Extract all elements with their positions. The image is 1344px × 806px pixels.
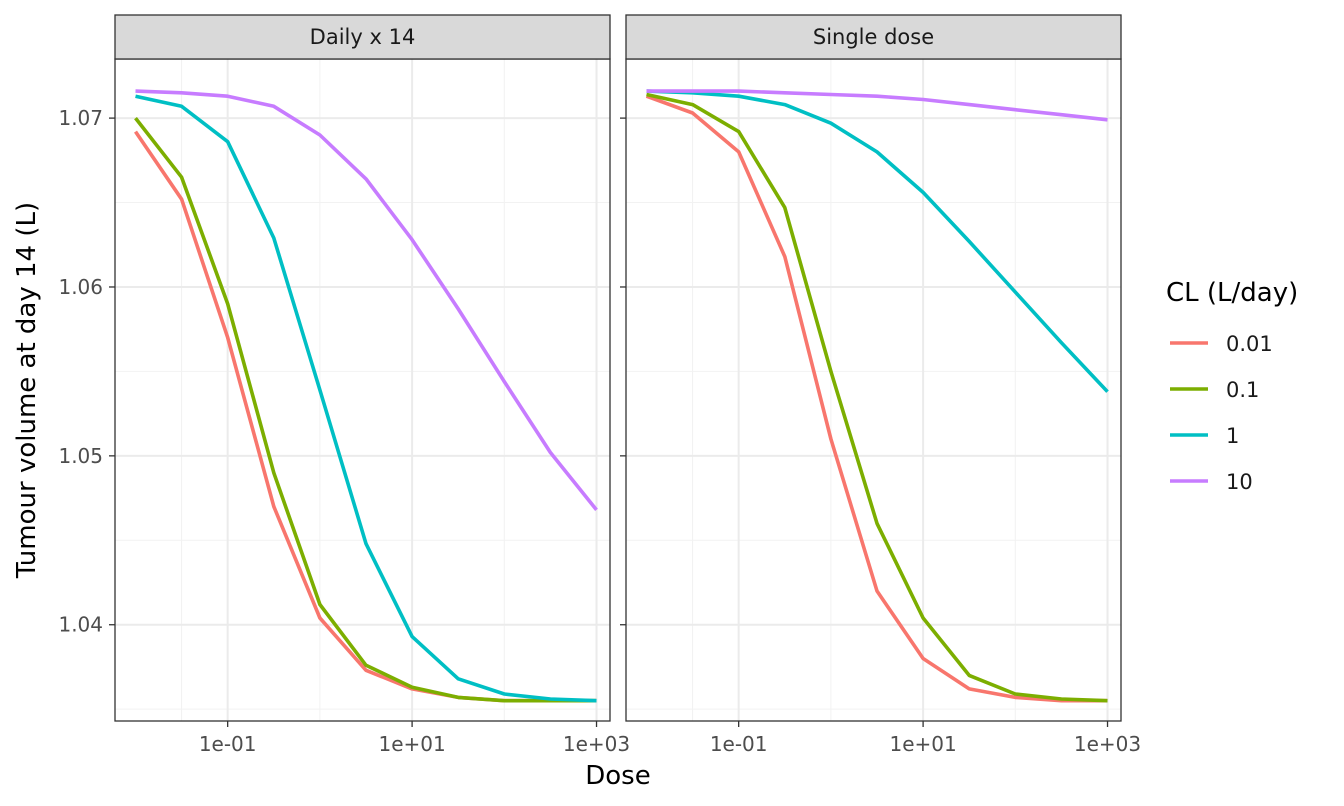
legend-label: 0.1 [1226,378,1259,402]
x-tick-label: 1e-01 [199,732,257,756]
panel-background [626,59,1121,721]
legend-label: 1 [1226,424,1239,448]
facet-panel: Daily x 14 1e-01 1e+01 1e+03 1.04 1.05 1.06 1.0… [58,14,630,756]
y-tick-label: 1.06 [58,275,103,299]
facet-panel: Single dose 1e-01 1e+01 1e+03 [620,14,1141,756]
legend-title: CL (L/day) [1166,278,1298,308]
facet-strip-label: Daily x 14 [310,25,416,49]
series-line-cl-1 [646,89,1109,393]
legend-label: 10 [1226,470,1253,494]
x-tick-label: 1e+03 [1074,732,1141,756]
x-tick-label: 1e-01 [710,732,768,756]
legend-label: 0.01 [1226,332,1273,356]
legend: CL (L/day) 0.01 0.1 1 10 [1166,278,1298,494]
series-line-cl-10 [135,89,598,512]
facet-strip [114,14,611,60]
series-line-cl-1 [135,94,597,703]
x-tick-label: 1e+03 [563,732,630,756]
facet-strip-label: Single dose [813,25,934,49]
series-line-cl-0-1 [646,92,1108,703]
x-tick-label: 1e+01 [378,732,445,756]
x-tick-label: 1e+01 [889,732,956,756]
facet-strip [625,14,1122,60]
series-line-cl-10 [646,89,1108,122]
y-tick-label: 1.04 [58,613,103,637]
series-line-cl-0-1 [134,116,597,703]
y-tick-label: 1.05 [58,444,103,468]
y-axis-title: Tumour volume at day 14 (L) [12,202,42,579]
y-tick-label: 1.07 [58,106,103,130]
x-axis-title: Dose [585,761,650,791]
panel-background [115,59,610,721]
series-line-cl-0-01 [645,94,1108,703]
